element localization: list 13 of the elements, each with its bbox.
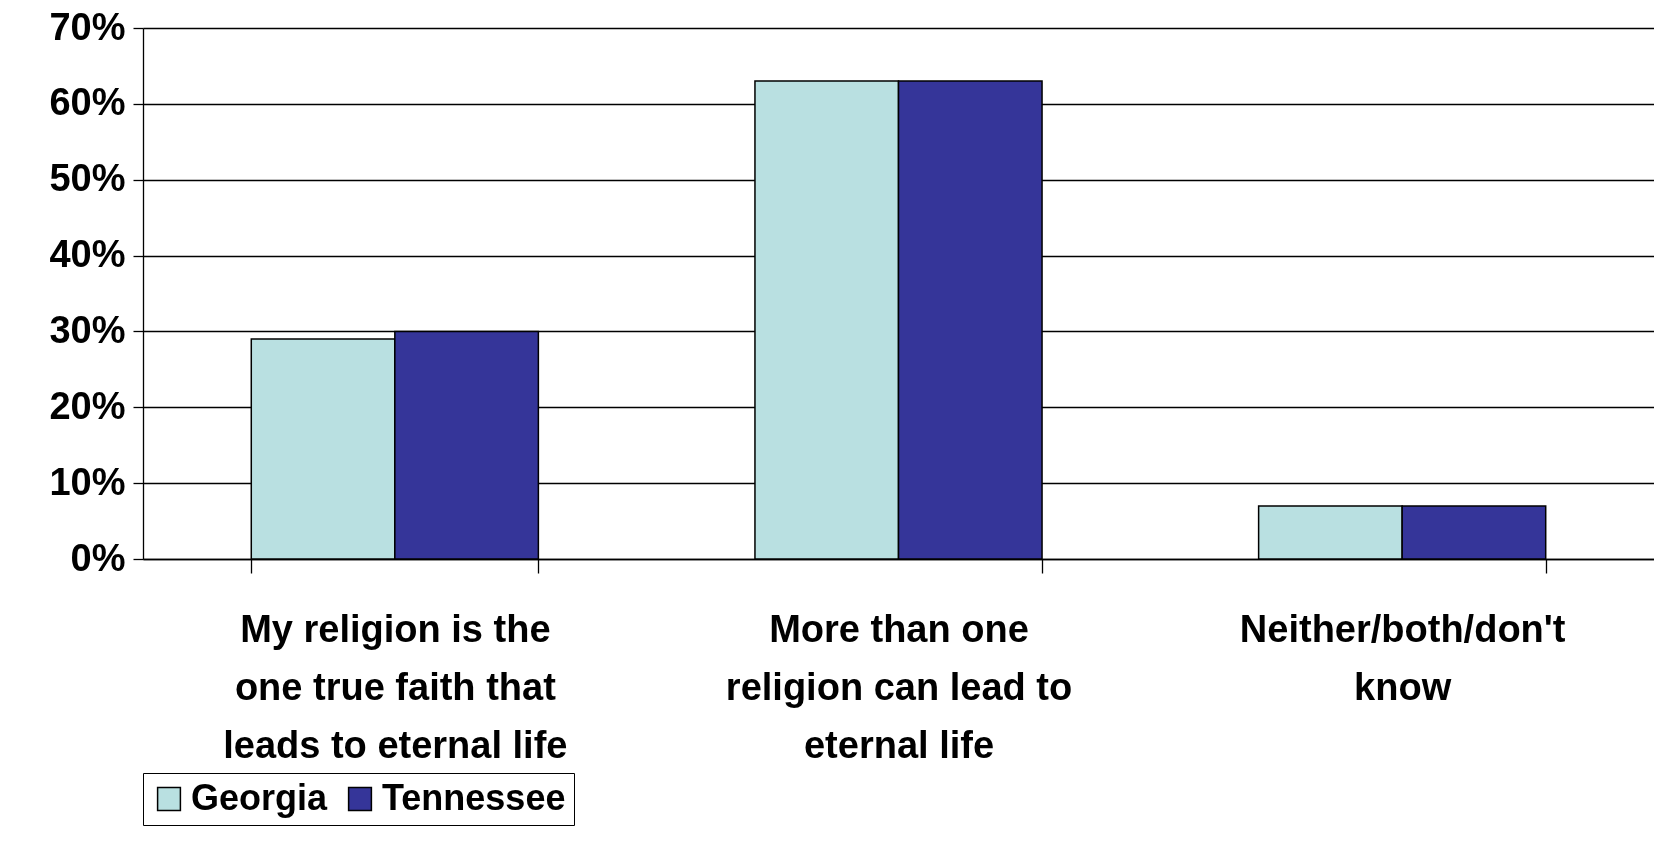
legend-label: Georgia	[191, 777, 329, 818]
legend-label: Tennessee	[382, 777, 566, 818]
x-tick-label: Neither/both/don't know	[1239, 607, 1566, 708]
y-tick-label: 10%	[49, 460, 126, 503]
y-tick-label: 30%	[49, 308, 126, 351]
y-tick-label: 20%	[49, 384, 126, 427]
y-tick-label: 50%	[49, 157, 126, 200]
x-tick-label: My religion is the one true faith that leads to eternal life	[223, 607, 568, 766]
y-tick-label: 60%	[49, 81, 126, 124]
y-tick-label: 40%	[49, 233, 126, 276]
y-tick-label: 70%	[49, 5, 126, 48]
x-tick-label: More than one religion can lead to eternal life	[725, 607, 1073, 766]
y-tick-label: 0%	[70, 536, 126, 579]
